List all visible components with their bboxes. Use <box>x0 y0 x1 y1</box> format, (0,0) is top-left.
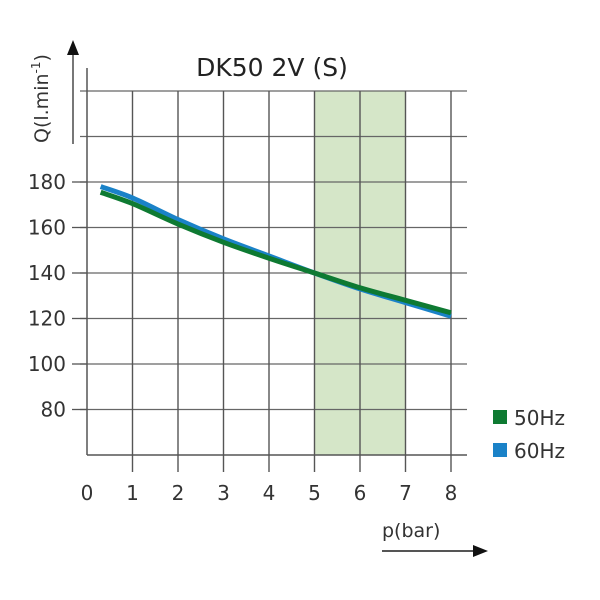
legend-swatch-icon <box>493 443 507 457</box>
data-series <box>99 184 452 319</box>
legend-swatch-icon <box>493 410 507 424</box>
chart-title: DK50 2V (S) <box>196 53 348 82</box>
series-line-50hz <box>99 189 452 316</box>
x-axis-label: p(bar) <box>382 520 440 542</box>
svg-text:Q(l.min-1): Q(l.min-1) <box>29 54 53 143</box>
y-tick-label: 80 <box>41 398 66 422</box>
x-tick-label: 0 <box>81 481 94 505</box>
y-tick-label: 140 <box>28 261 66 285</box>
y-tick-label: 180 <box>28 170 66 194</box>
y-tick-label: 100 <box>28 352 66 376</box>
legend: 50Hz 60Hz <box>493 406 565 463</box>
x-tick-label: 6 <box>354 481 367 505</box>
y-tick-labels: 80 100 120 140 160 180 <box>28 170 66 422</box>
y-axis-arrow-icon <box>67 40 79 144</box>
x-tick-label: 8 <box>445 481 458 505</box>
legend-label: 50Hz <box>514 406 565 430</box>
x-tick-labels: 0 1 2 3 4 5 6 7 8 <box>81 481 458 505</box>
x-tick-label: 1 <box>126 481 139 505</box>
axes <box>72 68 467 456</box>
y-axis-label: Q(l.min-1) <box>29 54 53 143</box>
y-tick-label: 160 <box>28 216 66 240</box>
x-tick-label: 5 <box>308 481 321 505</box>
grid-lines <box>80 90 467 472</box>
x-tick-label: 2 <box>172 481 185 505</box>
x-axis-arrow-icon <box>382 545 488 557</box>
y-tick-label: 120 <box>28 307 66 331</box>
x-tick-label: 3 <box>217 481 230 505</box>
legend-label: 60Hz <box>514 439 565 463</box>
x-tick-label: 7 <box>399 481 412 505</box>
x-tick-label: 4 <box>263 481 276 505</box>
